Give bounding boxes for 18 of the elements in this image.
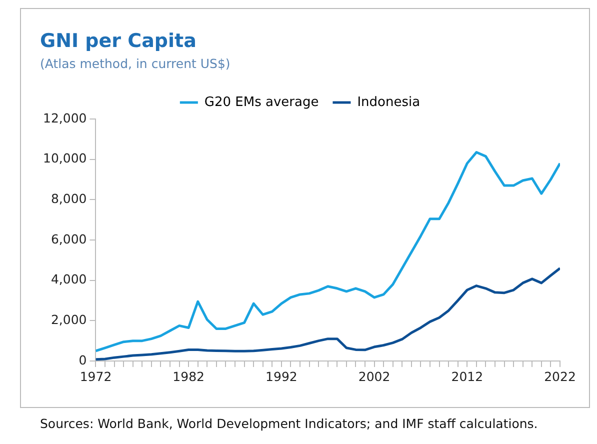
y-tick-label: 8,000 (50, 190, 87, 206)
source-note: Sources: World Bank, World Development Indicators; and IMF staff calculations. (40, 416, 538, 431)
y-tick-label: 4,000 (50, 272, 87, 287)
y-tick-label: 2,000 (50, 312, 87, 327)
x-tick-label: 1982 (172, 368, 204, 384)
x-tick-label: 2022 (544, 368, 576, 384)
y-tick-label: 12,000 (42, 110, 87, 126)
y-tick-label: 6,000 (50, 231, 87, 246)
chart-subtitle: (Atlas method, in current US$) (40, 56, 230, 71)
chart-title: GNI per Capita (40, 30, 196, 52)
y-tick-label: 0 (78, 352, 87, 368)
legend-label: G20 EMs average (204, 94, 319, 110)
y-tick-label: 10,000 (42, 150, 87, 166)
x-tick-label: 1992 (266, 368, 298, 384)
x-tick-label: 2012 (451, 368, 484, 384)
x-tick-label: 2002 (358, 368, 390, 384)
legend-label: Indonesia (357, 94, 420, 110)
x-tick-label: 1972 (80, 368, 112, 384)
